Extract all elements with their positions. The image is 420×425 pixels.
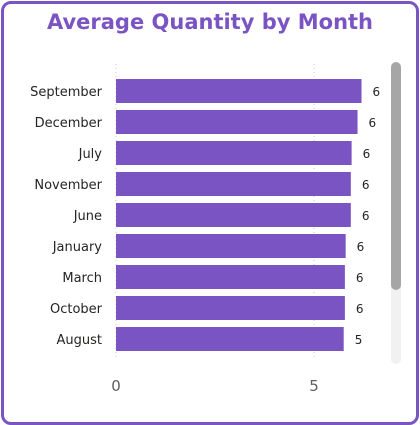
category-label-august: August [57, 333, 103, 348]
bar-january[interactable] [116, 234, 346, 258]
category-label-october: October [50, 302, 103, 317]
category-label-november: November [34, 178, 102, 193]
bar-march[interactable] [116, 265, 345, 289]
bar-november[interactable] [116, 172, 351, 196]
data-label-march: 6 [356, 271, 364, 285]
bar-july[interactable] [116, 141, 352, 165]
scrollbar-thumb[interactable] [391, 62, 401, 290]
scrollbar-track[interactable] [391, 62, 401, 364]
data-label-september: 6 [373, 85, 381, 99]
category-label-december: December [35, 116, 103, 131]
data-label-december: 6 [369, 116, 377, 130]
x-tick-label-5: 5 [309, 377, 319, 395]
data-label-october: 6 [356, 302, 364, 316]
bar-october[interactable] [116, 296, 345, 320]
category-label-july: July [78, 147, 103, 162]
bar-september[interactable] [116, 79, 362, 103]
category-label-january: January [52, 240, 103, 255]
data-label-november: 6 [362, 178, 370, 192]
category-label-june: June [73, 209, 102, 224]
bar-december[interactable] [116, 110, 358, 134]
category-label-september: September [30, 85, 103, 100]
bar-june[interactable] [116, 203, 351, 227]
bar-august[interactable] [116, 327, 344, 351]
data-label-august: 5 [355, 333, 363, 347]
data-label-january: 6 [357, 240, 365, 254]
x-tick-label-0: 0 [111, 377, 121, 395]
category-label-march: March [62, 271, 102, 286]
data-label-june: 6 [362, 209, 370, 223]
data-label-july: 6 [363, 147, 371, 161]
chart-title: Average Quantity by Month [46, 10, 374, 34]
